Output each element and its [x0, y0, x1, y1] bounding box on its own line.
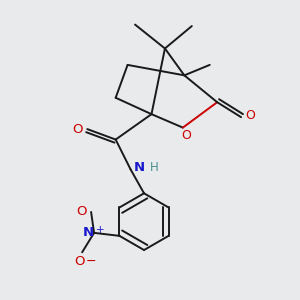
- Text: N: N: [83, 226, 94, 239]
- Text: O: O: [74, 255, 85, 268]
- Text: O: O: [76, 206, 87, 218]
- Text: O: O: [246, 109, 256, 122]
- Text: +: +: [96, 226, 105, 236]
- Text: −: −: [86, 255, 96, 268]
- Text: O: O: [181, 130, 191, 142]
- Text: O: O: [73, 123, 83, 136]
- Text: H: H: [149, 161, 158, 174]
- Text: N: N: [134, 160, 145, 173]
